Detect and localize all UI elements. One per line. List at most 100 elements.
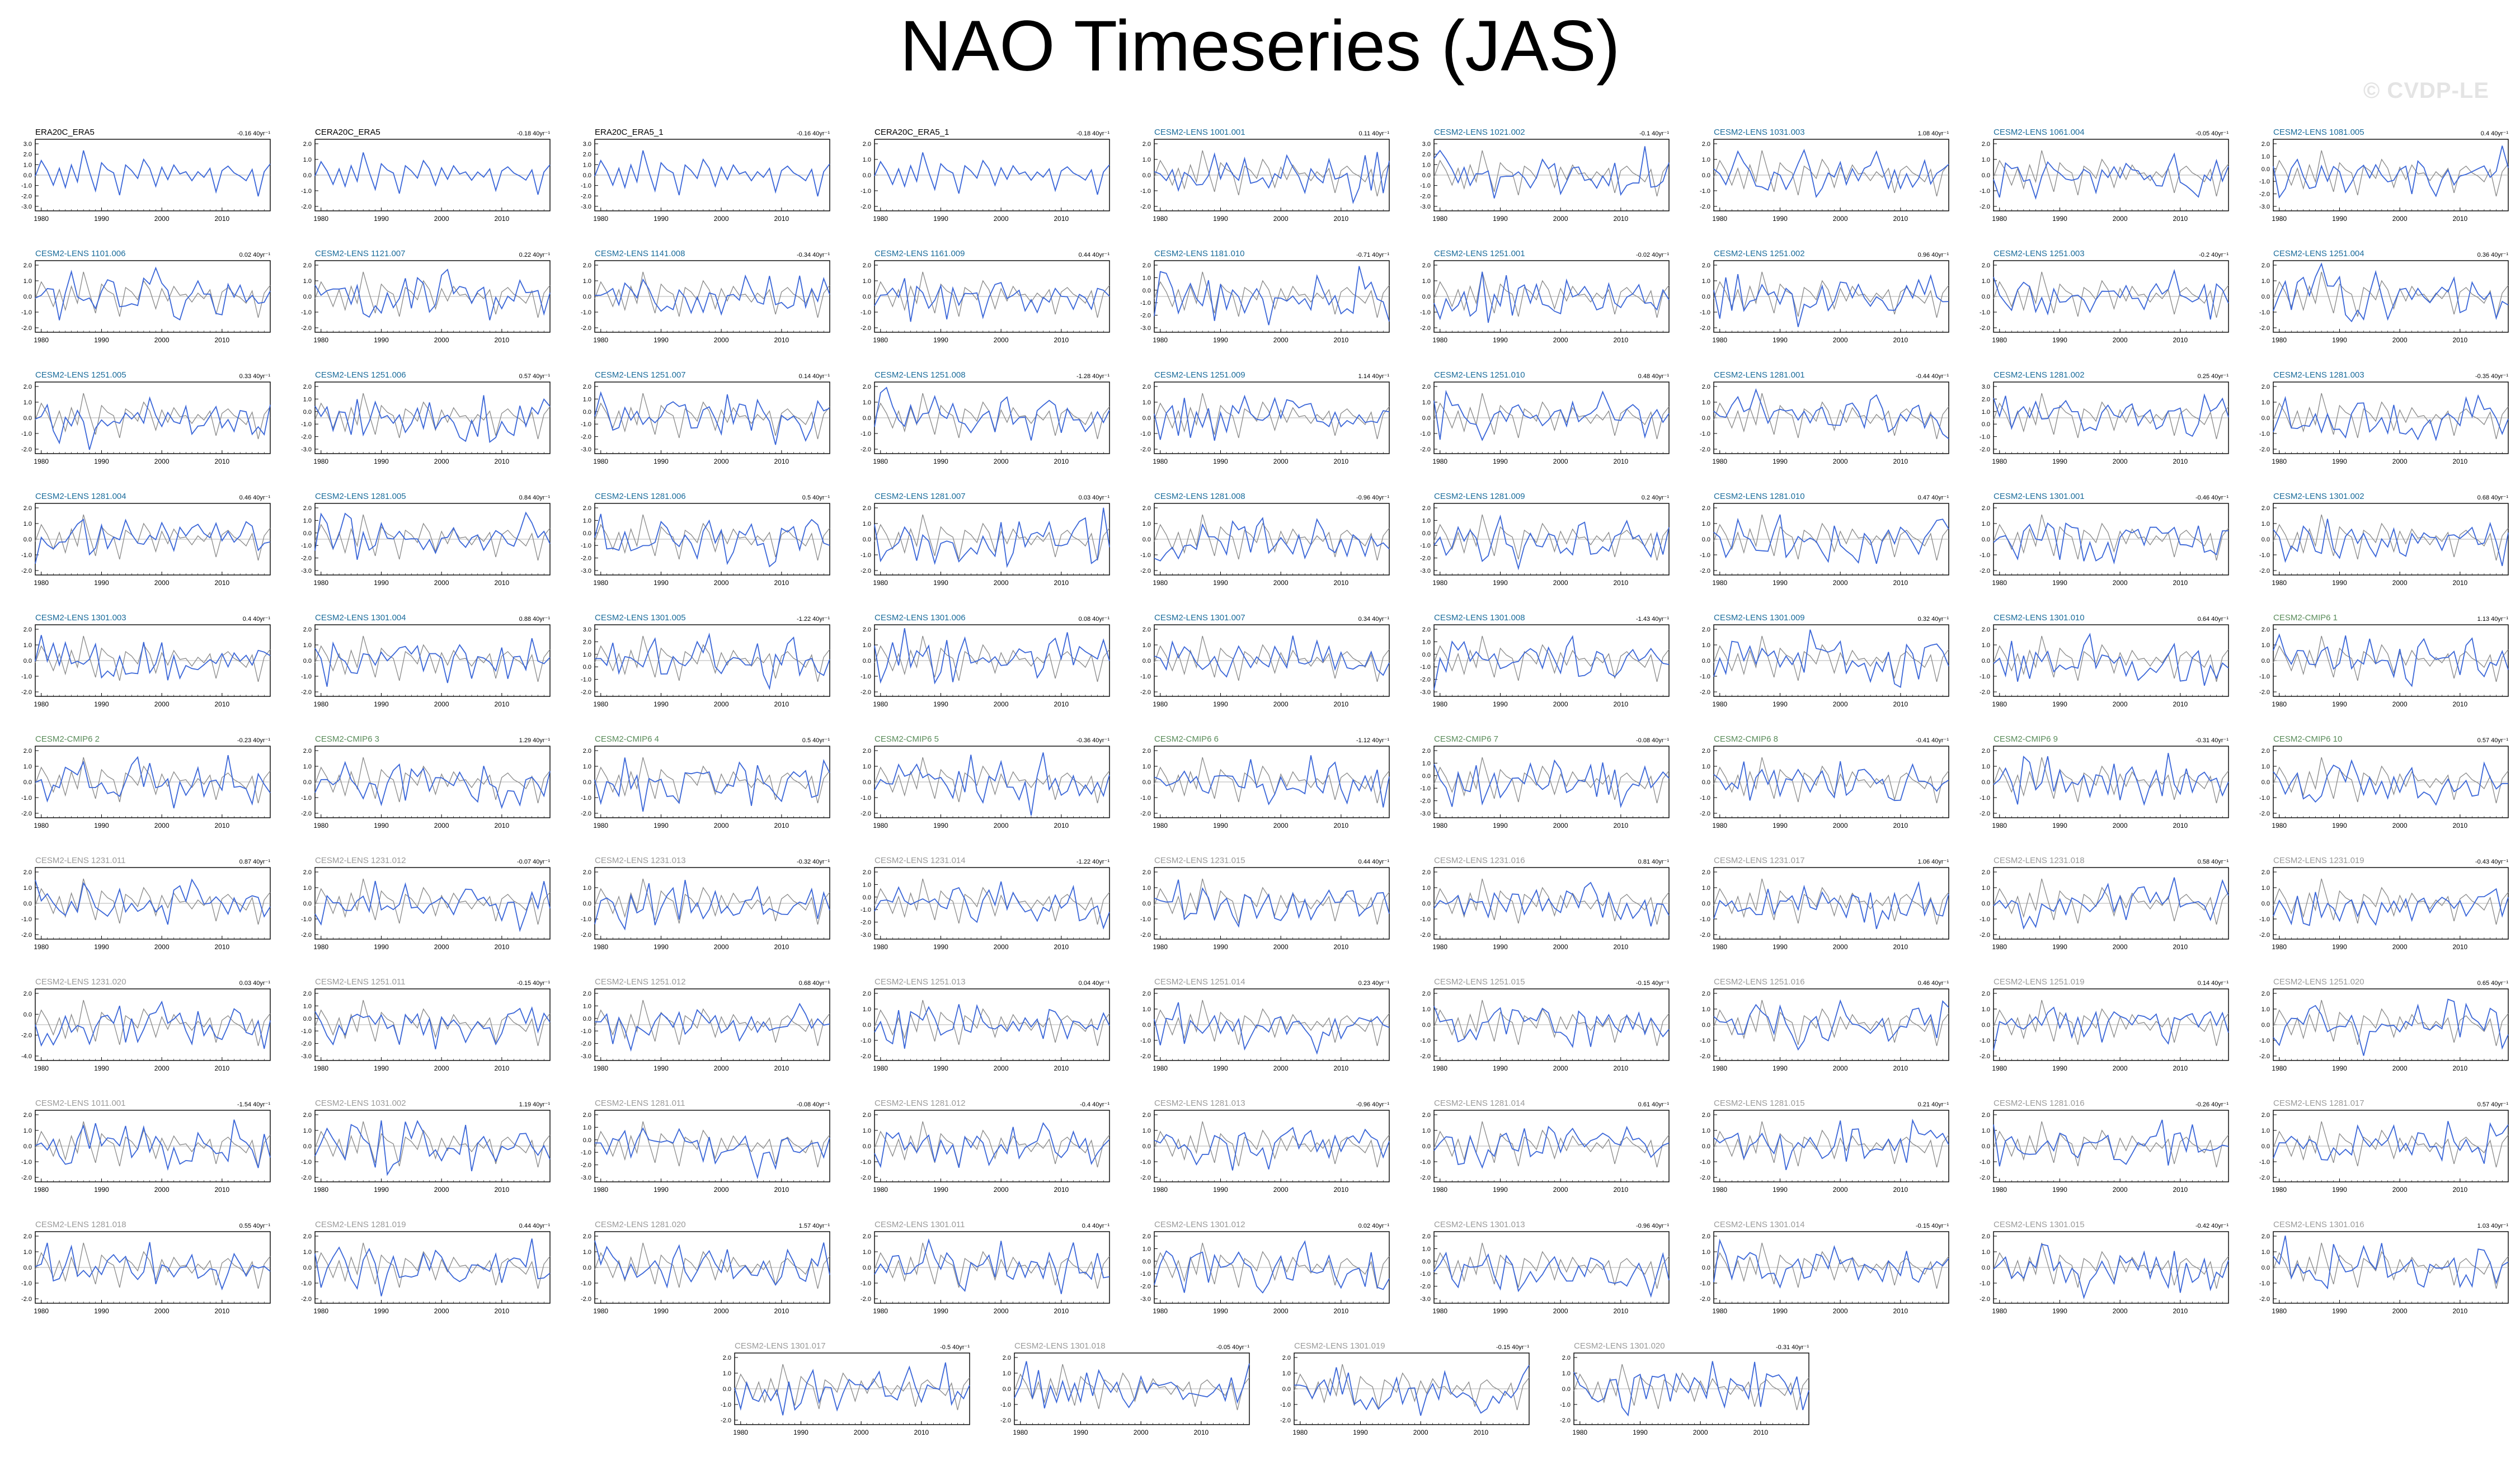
x-tick-label: 2010 — [774, 1064, 789, 1072]
x-tick-label: 2010 — [2452, 822, 2467, 829]
x-tick-label: 2000 — [994, 1064, 1009, 1072]
y-tick-label: 0.0 — [2262, 415, 2270, 422]
y-tick-label: -1.0 — [301, 421, 312, 428]
y-tick-label: -2.0 — [1140, 1053, 1151, 1060]
x-tick-label: 1980 — [1432, 579, 1447, 587]
x-tick-label: 2010 — [774, 1186, 789, 1194]
member-series-line — [35, 266, 271, 320]
y-tick-label: 2.0 — [2262, 991, 2270, 997]
y-tick-label: 1.0 — [303, 642, 312, 649]
y-tick-label: 1.0 — [863, 642, 871, 649]
y-tick-label: 1.0 — [863, 521, 871, 527]
member-series-line — [594, 880, 830, 931]
y-tick-label: 0.0 — [303, 409, 312, 416]
y-tick-label: 1.0 — [1143, 521, 1151, 527]
y-tick-label: -1.0 — [581, 916, 591, 923]
member-series-line — [1713, 274, 1949, 327]
y-tick-label: 0.0 — [1143, 901, 1151, 907]
x-tick-label: 1980 — [34, 1064, 49, 1072]
y-tick-label: -1.0 — [861, 907, 871, 913]
member-series-line — [1993, 268, 2229, 320]
y-tick-label: -1.0 — [1700, 916, 1710, 923]
x-tick-label: 2000 — [2392, 215, 2408, 223]
y-tick-label: -1.0 — [2259, 795, 2270, 802]
x-tick-label: 1980 — [593, 1064, 608, 1072]
x-tick-label: 1980 — [313, 1186, 328, 1194]
x-tick-label: 2010 — [1054, 1064, 1069, 1072]
y-tick-label: -2.0 — [1140, 689, 1151, 696]
y-tick-label: 2.0 — [863, 748, 871, 755]
observed-reference-line — [2273, 271, 2509, 318]
x-tick-label: 1990 — [1213, 700, 1228, 708]
y-tick-label: 1.0 — [583, 885, 591, 892]
y-tick-label: -1.0 — [581, 677, 591, 683]
y-tick-label: -3.0 — [581, 446, 591, 453]
member-series-line — [595, 1002, 830, 1052]
y-tick-label: -1.0 — [1980, 916, 1990, 923]
y-tick-label: 2.0 — [23, 1112, 32, 1119]
y-tick-label: 1.0 — [23, 885, 32, 892]
y-tick-label: -2.0 — [1420, 932, 1431, 939]
y-tick-label: -2.0 — [861, 568, 871, 574]
member-series-line — [874, 628, 1110, 685]
observed-reference-line — [2273, 514, 2509, 561]
x-tick-label: 2010 — [1893, 579, 1908, 587]
x-tick-label: 2010 — [2452, 700, 2467, 708]
x-tick-label: 2000 — [154, 1064, 170, 1072]
y-tick-label: 0.0 — [303, 530, 312, 537]
y-tick-label: 2.0 — [2262, 748, 2270, 755]
y-tick-label: 2.0 — [1143, 626, 1151, 633]
y-tick-label: -2.0 — [1700, 204, 1710, 210]
x-tick-label: 1980 — [1992, 700, 2007, 708]
x-tick-label: 1990 — [374, 822, 389, 829]
x-tick-label: 1990 — [653, 700, 669, 708]
member-series-line — [1433, 1006, 1670, 1048]
x-tick-label: 1990 — [94, 1064, 109, 1072]
y-tick-label: 0.0 — [1702, 415, 1710, 422]
x-tick-label: 1990 — [1213, 822, 1228, 829]
y-tick-label: 1.0 — [303, 1003, 312, 1010]
x-tick-label: 2010 — [214, 215, 229, 223]
observed-reference-line — [1433, 150, 1670, 197]
x-tick-label: 2010 — [2452, 1064, 2467, 1072]
x-tick-label: 1990 — [2332, 458, 2347, 465]
y-tick-label: -3.0 — [1420, 568, 1431, 574]
y-tick-label: 1.0 — [583, 763, 591, 770]
x-tick-label: 2010 — [494, 1186, 509, 1194]
member-series-line — [1993, 633, 2229, 686]
observed-reference-line — [1433, 757, 1670, 804]
observed-reference-line — [874, 514, 1110, 561]
x-tick-label: 1990 — [94, 700, 109, 708]
y-tick-label: 2.0 — [583, 748, 591, 755]
y-tick-label: -1.0 — [1420, 431, 1431, 437]
x-tick-label: 1980 — [1712, 1064, 1727, 1072]
y-tick-label: 2.0 — [1143, 384, 1151, 390]
y-tick-label: -1.0 — [1980, 434, 1990, 441]
x-tick-label: 1990 — [374, 458, 389, 465]
observed-reference-line — [1433, 1000, 1670, 1047]
x-tick-label: 1980 — [34, 458, 49, 465]
y-tick-label: -1.0 — [301, 1159, 312, 1166]
member-series-line — [1433, 759, 1670, 808]
x-tick-label: 1990 — [1773, 1186, 1788, 1194]
y-tick-label: 0.0 — [1143, 1143, 1151, 1150]
member-series-line — [1713, 761, 1949, 802]
y-tick-label: -1.0 — [581, 1149, 591, 1156]
x-tick-label: 1980 — [313, 1064, 328, 1072]
y-tick-label: 2.0 — [1143, 748, 1151, 755]
y-tick-label: 2.0 — [1422, 748, 1431, 755]
y-tick-label: -2.0 — [2259, 325, 2270, 332]
y-tick-label: -2.0 — [861, 1053, 871, 1060]
y-tick-label: -2.0 — [1980, 446, 1990, 453]
x-tick-label: 2010 — [774, 822, 789, 829]
observed-reference-line — [35, 393, 271, 440]
y-tick-label: -2.0 — [1140, 313, 1151, 319]
y-tick-label: -1.0 — [1420, 1038, 1431, 1044]
member-series-line — [594, 513, 830, 568]
